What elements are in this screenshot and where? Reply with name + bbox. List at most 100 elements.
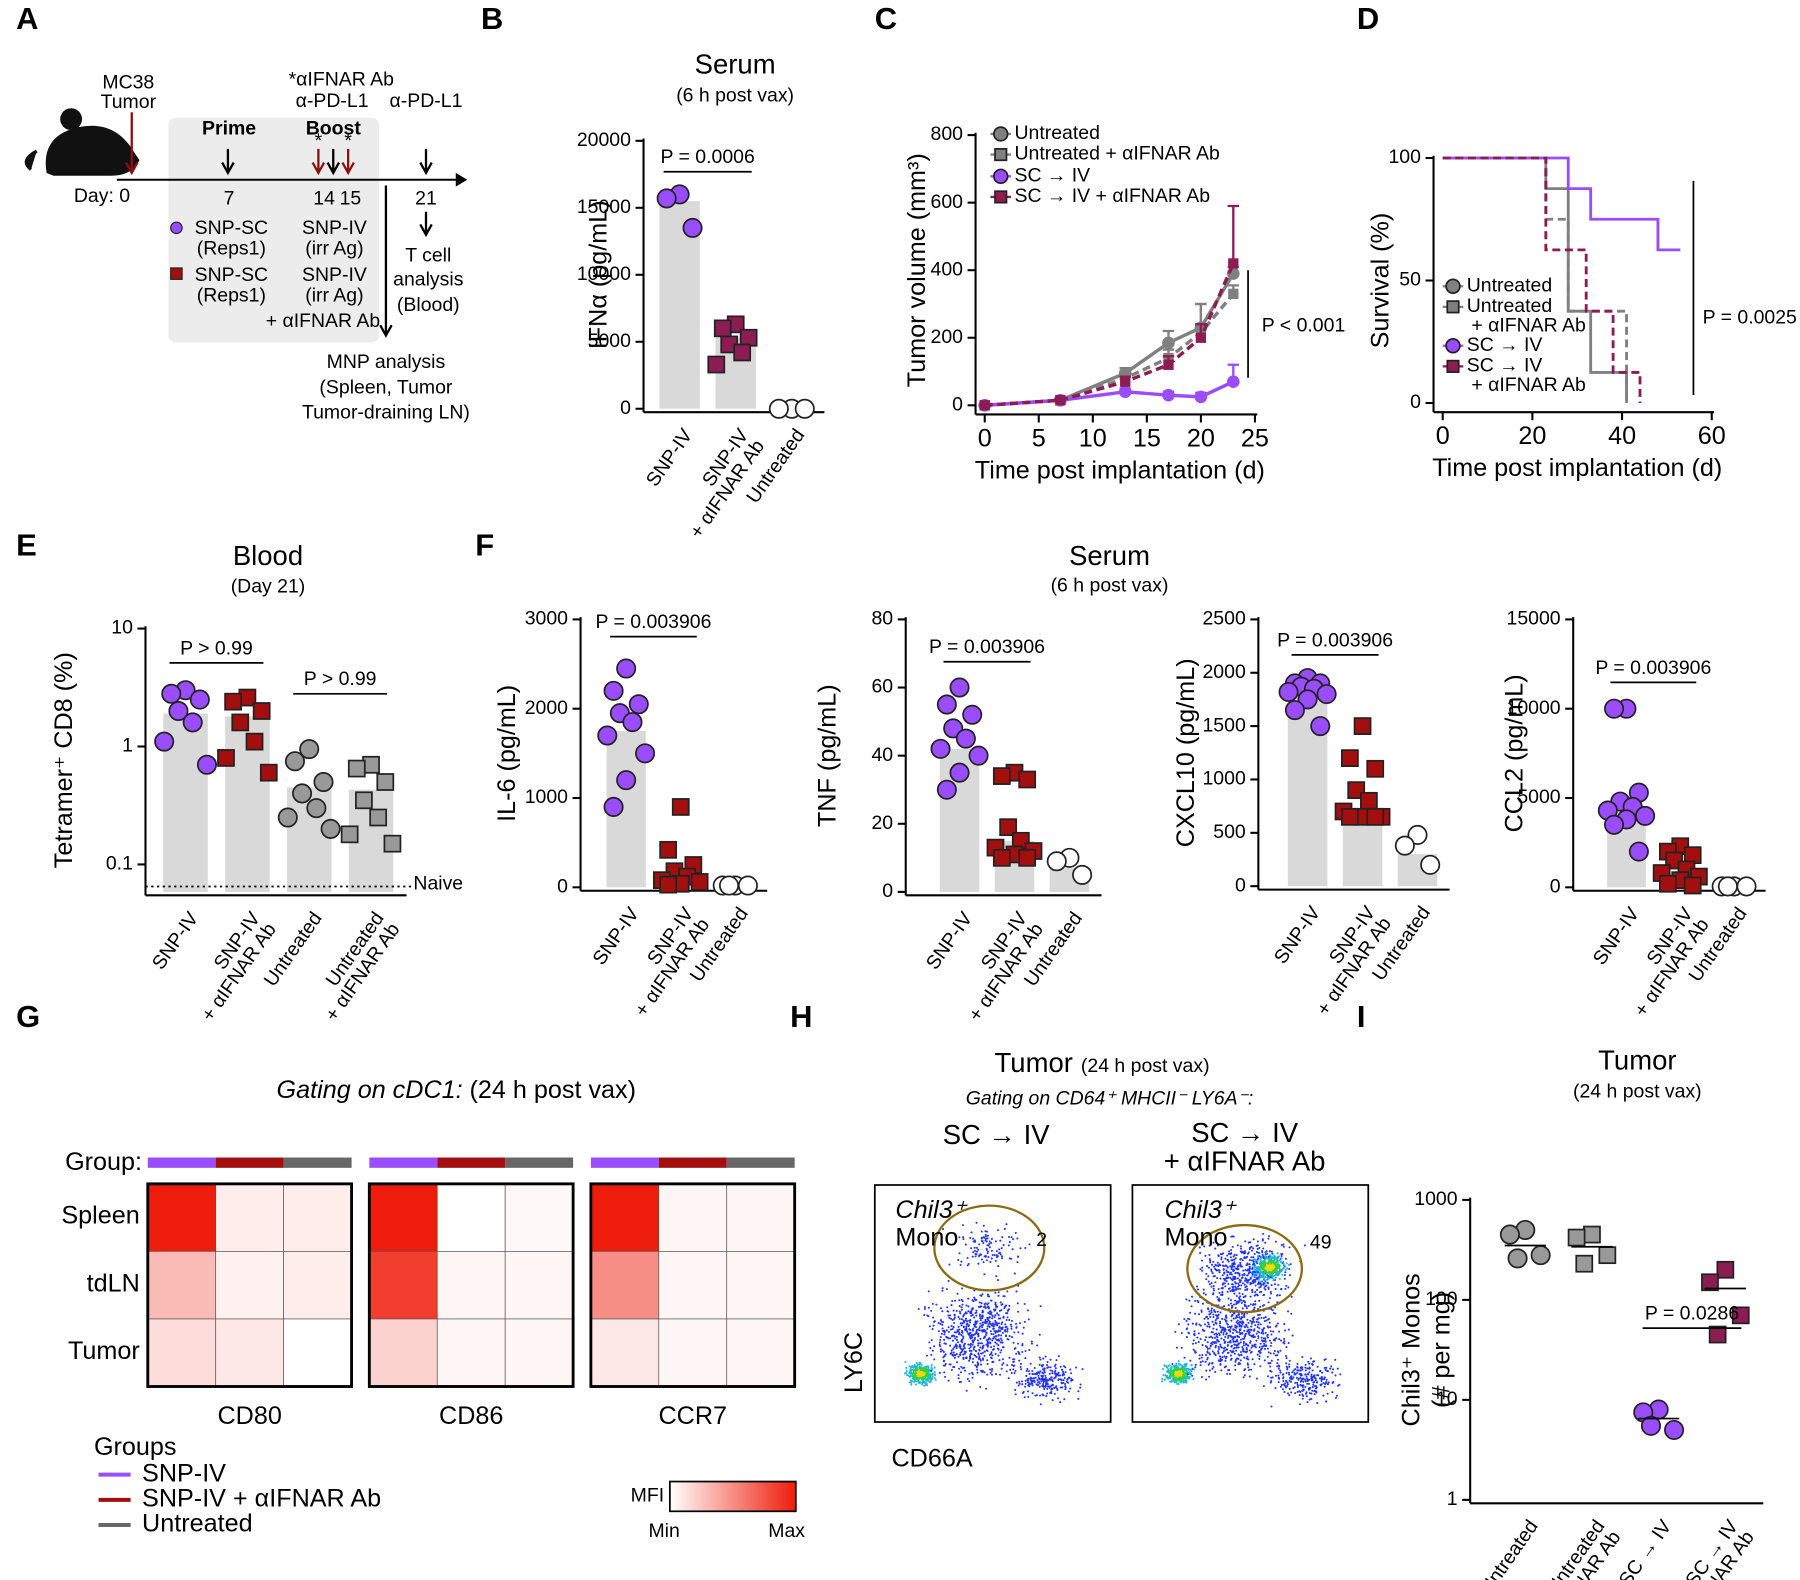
event-dot <box>1231 1350 1234 1353</box>
panel-letter: E <box>16 527 37 562</box>
event-dot <box>1301 1378 1304 1381</box>
event-dot <box>1008 1236 1011 1239</box>
event-dot <box>1069 1368 1072 1371</box>
heat-cell <box>590 1183 660 1252</box>
event-dot <box>1231 1314 1234 1317</box>
event-dot <box>1298 1390 1301 1393</box>
event-dot <box>1207 1363 1210 1366</box>
event-dot <box>1276 1301 1279 1304</box>
event-dot <box>980 1329 983 1332</box>
event-dot <box>1172 1373 1175 1376</box>
event-dot <box>1209 1261 1212 1264</box>
event-dot <box>1253 1328 1256 1331</box>
event-dot <box>1227 1283 1230 1286</box>
event-dot <box>1229 1349 1232 1352</box>
event-dot <box>958 1331 961 1334</box>
event-dot <box>959 1371 962 1374</box>
event-dot <box>1222 1347 1225 1350</box>
event-dot <box>931 1349 934 1352</box>
event-dot <box>1263 1293 1266 1296</box>
event-dot <box>1257 1321 1260 1324</box>
event-dot <box>1215 1335 1218 1338</box>
event-dot <box>1291 1371 1294 1374</box>
event-dot <box>942 1227 945 1230</box>
event-dot <box>1223 1341 1226 1344</box>
event-dot <box>1224 1285 1227 1288</box>
event-dot <box>1079 1386 1082 1389</box>
event-dot <box>1229 1256 1232 1259</box>
event-dot <box>1175 1346 1179 1349</box>
event-dot <box>1294 1381 1297 1384</box>
event-dot <box>1212 1292 1215 1295</box>
event-dot <box>960 1334 963 1337</box>
event-dot <box>969 1342 972 1345</box>
event-dot <box>991 1367 994 1371</box>
event-dot <box>1216 1310 1219 1313</box>
event-dot <box>921 1376 924 1379</box>
event-dot <box>1252 1264 1255 1267</box>
event-dot <box>1178 1367 1181 1370</box>
event-dot <box>1270 1342 1273 1345</box>
event-dot <box>998 1248 1001 1251</box>
event-dot <box>1217 1332 1221 1335</box>
event-dot <box>1265 1271 1268 1274</box>
event-dot <box>1320 1376 1323 1379</box>
point <box>992 767 1011 785</box>
event-dot <box>1308 1392 1311 1395</box>
event-dot <box>1238 1292 1241 1295</box>
event-dot <box>1002 1243 1005 1247</box>
event-dot <box>983 1306 986 1309</box>
event-dot <box>980 1369 983 1372</box>
event-dot <box>983 1335 986 1338</box>
event-dot <box>1000 1367 1003 1370</box>
event-dot <box>1219 1293 1223 1296</box>
event-dot <box>1243 1356 1246 1359</box>
event-dot <box>1235 1338 1239 1341</box>
event-dot <box>1167 1368 1170 1371</box>
event-dot <box>1321 1371 1324 1374</box>
event-dot <box>1314 1377 1317 1380</box>
event-dot <box>1043 1387 1046 1391</box>
event-dot <box>977 1248 980 1251</box>
label: 15 <box>340 187 362 209</box>
event-dot <box>1183 1371 1186 1374</box>
event-dot <box>1070 1372 1073 1375</box>
event-dot <box>1311 1363 1314 1366</box>
event-dot <box>1013 1272 1016 1275</box>
event-dot <box>966 1377 969 1380</box>
event-dot <box>1004 1329 1007 1332</box>
event-dot <box>1230 1319 1233 1322</box>
event-dot <box>978 1326 981 1329</box>
event-dot <box>1175 1362 1178 1365</box>
event-dot <box>915 1362 918 1365</box>
event-dot <box>958 1333 961 1336</box>
event-dot <box>1303 1244 1306 1247</box>
event-dot <box>969 1337 972 1340</box>
x-tick-label: SNP-IV <box>148 908 203 974</box>
point <box>1635 805 1656 826</box>
event-dot <box>1288 1365 1291 1368</box>
event-dot <box>963 1321 966 1324</box>
heat-cell <box>590 1251 660 1320</box>
event-dot <box>1253 1270 1256 1273</box>
heat-cell <box>504 1318 574 1387</box>
event-dot <box>988 1353 991 1356</box>
event-dot <box>1010 1363 1014 1366</box>
event-dot <box>1034 1373 1037 1376</box>
event-dot <box>1261 1328 1264 1331</box>
event-dot <box>1262 1263 1265 1266</box>
event-dot <box>1215 1317 1218 1320</box>
event-dot <box>1288 1363 1291 1366</box>
event-dot <box>947 1314 950 1317</box>
event-dot <box>1041 1393 1044 1396</box>
event-dot <box>1173 1381 1176 1384</box>
event-dot <box>1216 1244 1219 1247</box>
event-dot <box>1302 1384 1305 1387</box>
point <box>1583 1225 1601 1244</box>
label: + αIFNAR Ab <box>266 310 381 332</box>
event-dot <box>1027 1381 1030 1384</box>
event-dot <box>964 1317 968 1320</box>
point <box>259 763 278 782</box>
event-dot <box>954 1337 957 1340</box>
event-dot <box>980 1342 984 1345</box>
